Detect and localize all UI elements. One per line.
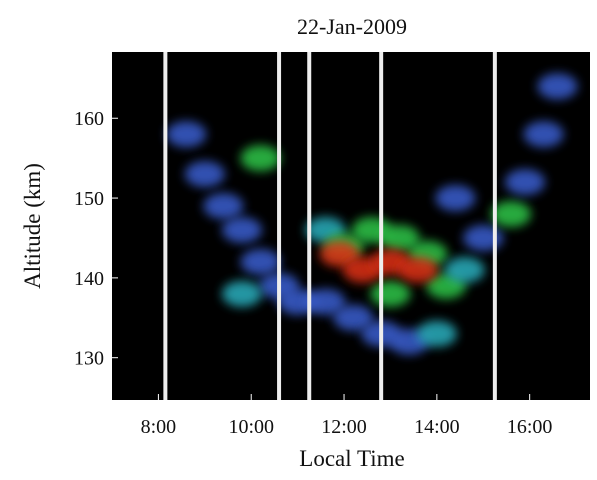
chart-title: 22-Jan-2009 xyxy=(297,14,407,39)
echo xyxy=(184,161,225,188)
echo xyxy=(221,216,262,243)
y-tick-label: 150 xyxy=(74,188,104,210)
x-tick-label: 10:00 xyxy=(228,416,274,438)
gap-layer xyxy=(163,52,497,400)
y-tick-label: 140 xyxy=(74,268,104,290)
echo xyxy=(333,304,374,331)
x-tick-label: 14:00 xyxy=(414,416,460,438)
data-gap xyxy=(277,52,282,400)
y-tick-label: 130 xyxy=(74,348,104,370)
data-gap xyxy=(163,52,168,400)
echo xyxy=(416,320,457,347)
x-tick-label: 8:00 xyxy=(141,416,177,438)
data-gap xyxy=(492,52,497,400)
echo xyxy=(305,288,346,315)
x-tick-label: 12:00 xyxy=(321,416,367,438)
echo xyxy=(491,201,532,228)
echo xyxy=(505,169,546,196)
echo xyxy=(398,256,439,283)
data-gap xyxy=(379,52,384,400)
echo xyxy=(166,121,207,148)
echo xyxy=(240,145,281,172)
echo xyxy=(203,193,244,220)
x-tick-label: 16:00 xyxy=(507,416,553,438)
echo xyxy=(463,224,504,251)
echo xyxy=(444,256,485,283)
echo xyxy=(370,280,411,307)
echo xyxy=(379,224,420,251)
x-axis-label: Local Time xyxy=(299,446,404,471)
echo xyxy=(435,185,476,212)
echo xyxy=(240,248,281,275)
echo xyxy=(221,280,262,307)
echo xyxy=(523,121,564,148)
y-tick-label: 160 xyxy=(74,108,104,130)
echo xyxy=(537,73,578,100)
y-axis-label: Altitude (km) xyxy=(20,163,45,289)
data-gap xyxy=(307,52,312,400)
